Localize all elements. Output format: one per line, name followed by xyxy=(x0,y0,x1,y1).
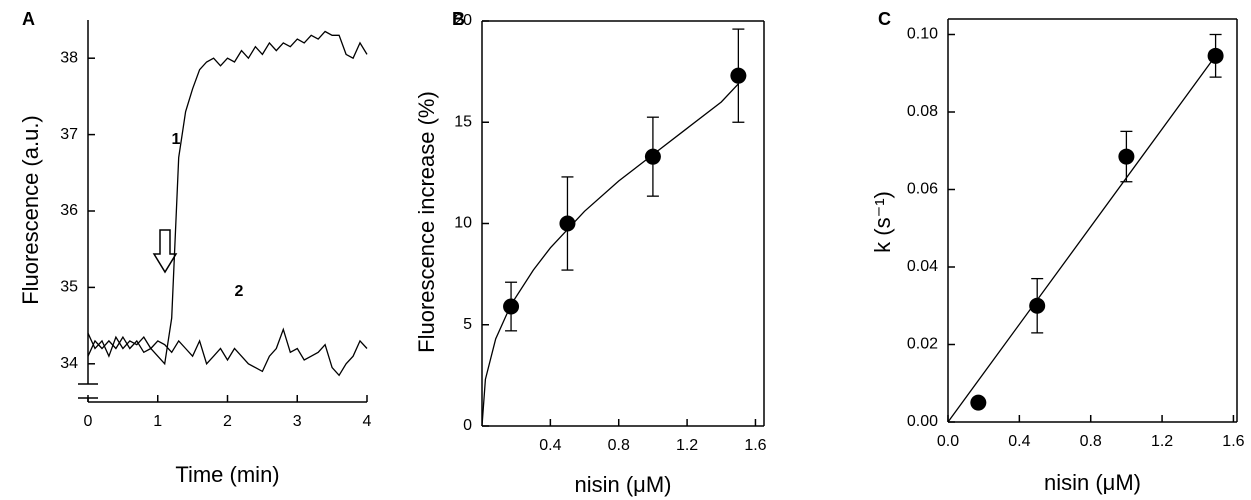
y-tick-label: 0 xyxy=(463,417,472,434)
point xyxy=(1118,148,1135,165)
x-tick-label: 4 xyxy=(363,413,372,430)
fit-line xyxy=(481,83,739,427)
point xyxy=(730,67,747,84)
trace-label: 2 xyxy=(235,283,244,300)
y-tick-label: 0.10 xyxy=(907,26,938,43)
point xyxy=(1207,47,1224,64)
x-tick-label: 0 xyxy=(84,413,93,430)
x-tick-label: 0.4 xyxy=(1008,433,1030,450)
x-tick-label: 1.6 xyxy=(744,437,766,454)
trace xyxy=(87,30,368,366)
y-tick-label: 15 xyxy=(454,113,472,130)
x-tick-label: 0.8 xyxy=(608,437,630,454)
y-tick-label: 36 xyxy=(60,202,78,219)
x-tick-label: 1.2 xyxy=(676,437,698,454)
x-tick-label: 1 xyxy=(153,413,162,430)
trace-label: 1 xyxy=(172,131,181,148)
panel-label: C xyxy=(878,9,891,29)
y-tick-label: 20 xyxy=(454,12,472,29)
fit-line xyxy=(947,55,1217,423)
x-tick-label: 2 xyxy=(223,413,232,430)
y-tick-label: 0.04 xyxy=(907,258,938,275)
y-tick-label: 38 xyxy=(60,49,78,66)
y-tick-label: 35 xyxy=(60,279,78,296)
point xyxy=(503,298,520,315)
x-axis-label: Time (min) xyxy=(175,462,279,487)
x-tick-label: 3 xyxy=(293,413,302,430)
axis-break xyxy=(80,384,96,398)
y-tick-label: 0.06 xyxy=(907,181,938,198)
x-axis-label: nisin (μM) xyxy=(1044,470,1141,495)
y-tick-label: 10 xyxy=(454,215,472,232)
point xyxy=(559,215,576,232)
arrow xyxy=(152,229,178,274)
y-tick-label: 0.00 xyxy=(907,413,938,430)
point xyxy=(970,394,987,411)
point xyxy=(644,148,661,165)
panel-label: B xyxy=(452,9,465,29)
point xyxy=(1029,297,1046,314)
x-tick-label: 0.8 xyxy=(1080,433,1102,450)
y-tick-label: 0.08 xyxy=(907,103,938,120)
y-tick-label: 37 xyxy=(60,126,78,143)
x-axis-label: nisin (μM) xyxy=(574,472,671,497)
y-axis-label: Fluorescence (a.u.) xyxy=(18,115,43,305)
y-axis-label: k (s⁻¹) xyxy=(870,191,895,253)
trace xyxy=(87,327,368,377)
x-tick-label: 0.0 xyxy=(937,433,959,450)
y-tick-label: 34 xyxy=(60,355,78,372)
y-tick-label: 0.02 xyxy=(907,336,938,353)
panel-label: A xyxy=(22,9,35,29)
x-tick-label: 0.4 xyxy=(539,437,561,454)
x-tick-label: 1.2 xyxy=(1151,433,1173,450)
x-tick-label: 1.6 xyxy=(1222,433,1244,450)
y-axis-label: Fluorescence increase (%) xyxy=(414,91,439,353)
y-tick-label: 5 xyxy=(463,316,472,333)
